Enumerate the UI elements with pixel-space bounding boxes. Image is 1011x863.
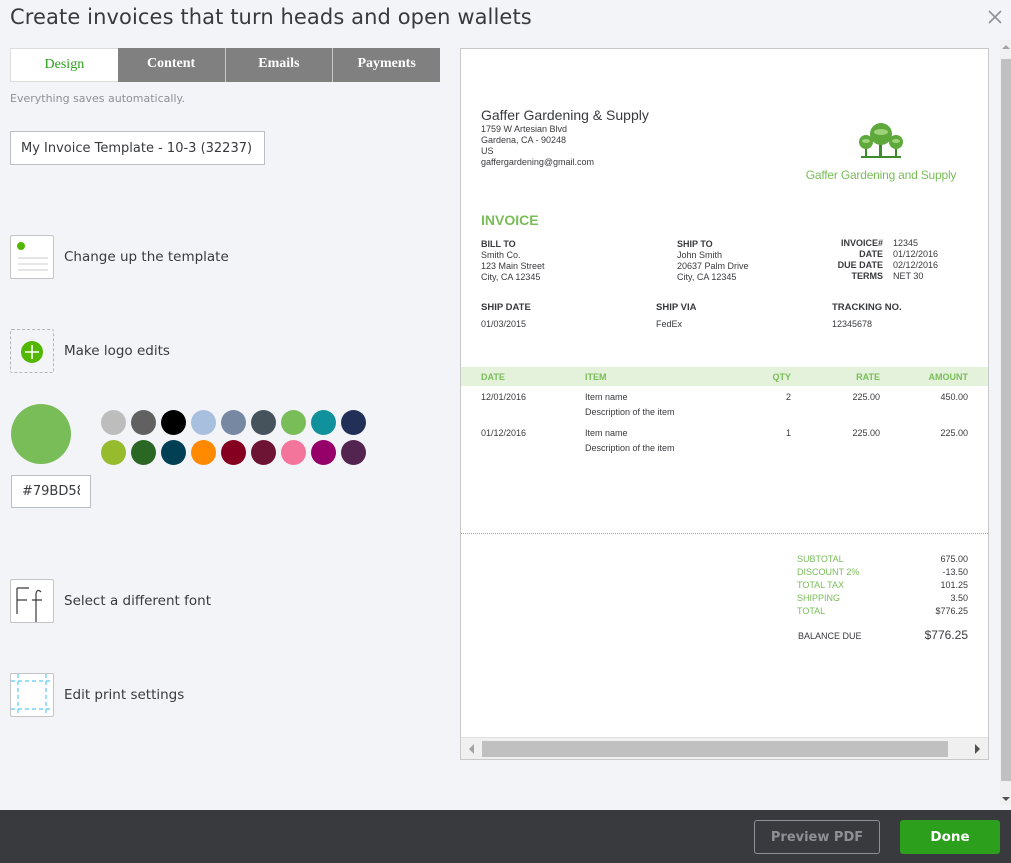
tab-bar: Design Content Emails Payments xyxy=(10,48,440,82)
print-settings-label: Edit print settings xyxy=(64,687,185,703)
font-icon xyxy=(10,579,54,623)
color-swatch[interactable] xyxy=(161,410,186,435)
scroll-left-arrow-icon[interactable] xyxy=(469,744,474,754)
page-title: Create invoices that turn heads and open… xyxy=(10,5,532,29)
ship-date-label: SHIP DATE xyxy=(481,302,531,313)
scrollbar-thumb[interactable] xyxy=(482,741,948,757)
company-name: Gaffer Gardening & Supply xyxy=(481,107,649,123)
template-icon xyxy=(10,235,54,279)
color-swatch[interactable] xyxy=(251,440,276,465)
invoice-title: INVOICE xyxy=(481,212,539,228)
close-button[interactable] xyxy=(986,8,1004,26)
tab-content[interactable]: Content xyxy=(117,48,225,82)
invoice-meta: INVOICE# 12345 DATE 01/12/2016 DUE DATE 02/… xyxy=(837,238,939,281)
color-swatch[interactable] xyxy=(191,440,216,465)
font-option[interactable]: Select a different font xyxy=(10,579,211,623)
scroll-up-arrow-icon[interactable] xyxy=(1002,45,1010,49)
color-swatch[interactable] xyxy=(311,440,336,465)
close-icon xyxy=(988,10,1002,24)
tracking-value: 12345678 xyxy=(832,319,873,329)
company-logo: Gaffer Gardening and Supply xyxy=(797,121,965,182)
scrollbar-thumb[interactable] xyxy=(1001,59,1011,781)
preview-pdf-button[interactable]: Preview PDF xyxy=(754,820,880,854)
font-option-label: Select a different font xyxy=(64,593,211,609)
balance-due-value: $776.25 xyxy=(924,628,968,642)
scroll-right-arrow-icon[interactable] xyxy=(975,744,980,754)
balance-due-label: BALANCE DUE xyxy=(798,631,862,641)
logo-edit-label: Make logo edits xyxy=(64,343,170,359)
tracking-label: TRACKING NO. xyxy=(832,302,902,313)
table-header: DATE ITEM QTY RATE AMOUNT xyxy=(461,367,988,386)
add-logo-icon xyxy=(10,329,54,373)
color-swatch[interactable] xyxy=(131,410,156,435)
color-swatch[interactable] xyxy=(131,440,156,465)
change-template-option[interactable]: Change up the template xyxy=(10,235,229,279)
totals-divider xyxy=(461,533,988,534)
color-palette xyxy=(101,410,371,465)
print-settings-option[interactable]: Edit print settings xyxy=(10,673,184,717)
color-swatch[interactable] xyxy=(101,440,126,465)
selected-color-swatch xyxy=(11,404,71,464)
scroll-down-arrow-icon[interactable] xyxy=(1002,797,1010,801)
tab-design[interactable]: Design xyxy=(10,48,118,82)
color-swatch[interactable] xyxy=(161,440,186,465)
ship-date-value: 01/03/2015 xyxy=(481,319,527,329)
invoice-preview: Gaffer Gardening & Supply 1759 W Artesia… xyxy=(460,48,989,760)
template-name-input[interactable] xyxy=(10,131,265,165)
color-swatch[interactable] xyxy=(101,410,126,435)
change-template-label: Change up the template xyxy=(64,249,229,265)
ship-to-block: SHIP TO John Smith 20637 Palm Drive City… xyxy=(677,239,749,282)
color-swatch[interactable] xyxy=(191,410,216,435)
tree-logo-icon xyxy=(859,123,903,158)
company-address-line2: Gardena, CA - 90248 xyxy=(481,135,567,145)
page-vertical-scrollbar[interactable] xyxy=(1000,40,1011,805)
tab-payments[interactable]: Payments xyxy=(332,48,440,82)
logo-edit-option[interactable]: Make logo edits xyxy=(10,329,170,373)
color-swatch[interactable] xyxy=(251,410,276,435)
color-swatch[interactable] xyxy=(281,440,306,465)
ship-via-value: FedEx xyxy=(656,319,683,329)
bill-to-block: BILL TO Smith Co. 123 Main Street City, … xyxy=(481,239,545,282)
color-swatch[interactable] xyxy=(311,410,336,435)
print-settings-icon xyxy=(10,673,54,717)
ship-via-label: SHIP VIA xyxy=(656,302,697,313)
company-country: US xyxy=(481,146,494,156)
tab-emails[interactable]: Emails xyxy=(224,48,333,82)
company-email: gaffergardening@gmail.com xyxy=(481,157,595,167)
color-swatch[interactable] xyxy=(221,410,246,435)
hex-color-input[interactable] xyxy=(11,475,91,508)
done-button[interactable]: Done xyxy=(900,820,1000,854)
logo-text: Gaffer Gardening and Supply xyxy=(805,168,957,182)
color-swatch[interactable] xyxy=(341,440,366,465)
company-address-line1: 1759 W Artesian Blvd xyxy=(481,124,568,134)
autosave-note: Everything saves automatically. xyxy=(10,92,185,105)
color-swatch[interactable] xyxy=(281,410,306,435)
color-swatch[interactable] xyxy=(341,410,366,435)
footer-bar: Preview PDF Done xyxy=(0,810,1011,863)
color-swatch[interactable] xyxy=(221,440,246,465)
preview-horizontal-scrollbar[interactable] xyxy=(461,737,988,759)
